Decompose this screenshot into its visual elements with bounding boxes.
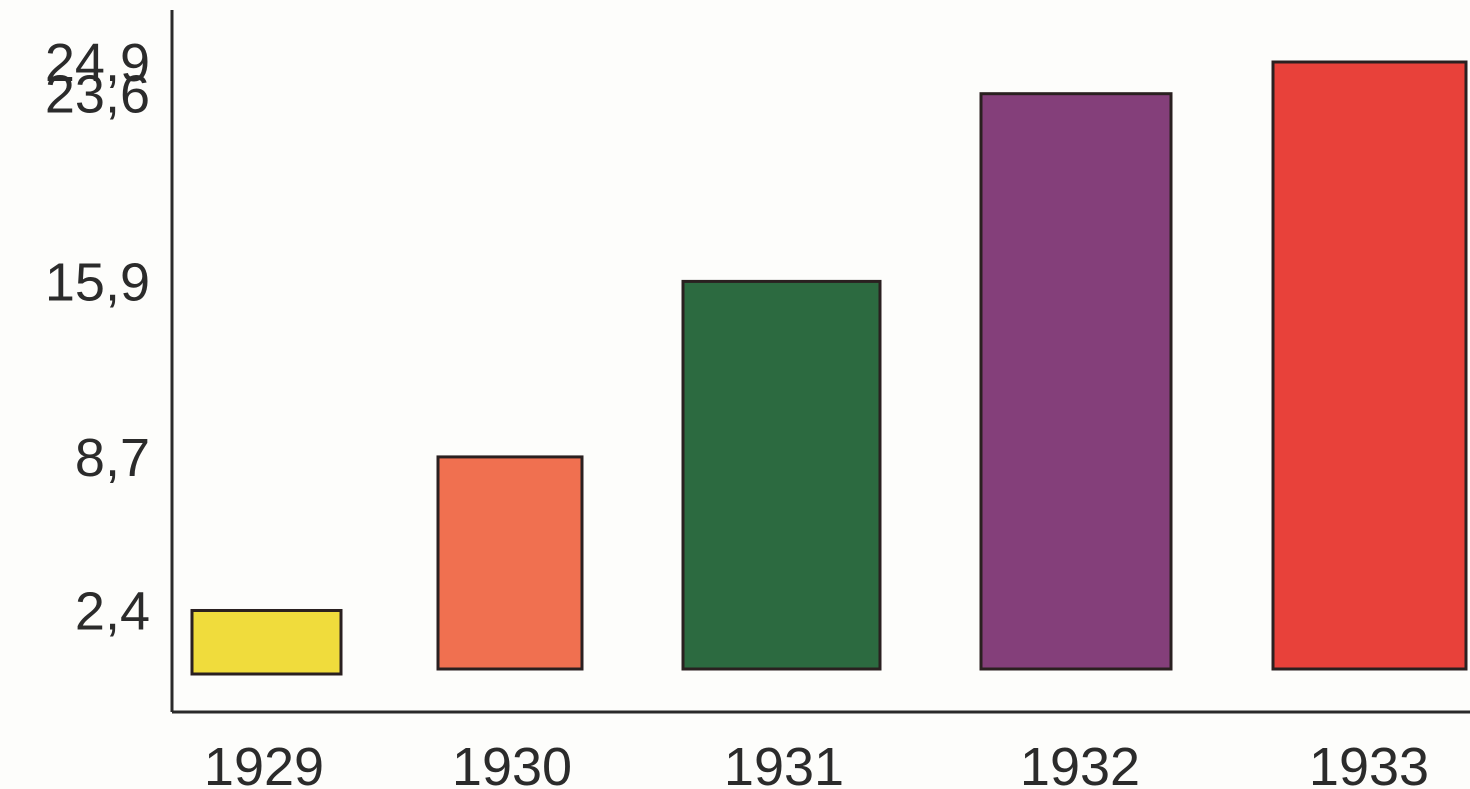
bar-1932 xyxy=(979,92,1173,671)
y-tick-label: 15,9 xyxy=(45,252,150,312)
x-tick-label: 1932 xyxy=(1020,737,1140,789)
y-tick-label: 23,6 xyxy=(45,65,150,125)
x-tick-label: 1930 xyxy=(452,737,572,789)
bar-1933 xyxy=(1271,60,1468,671)
y-tick-labels: 2,4 8,7 15,9 23,624,9 xyxy=(45,33,150,641)
x-tick-label: 1929 xyxy=(204,737,324,789)
bar-1929 xyxy=(190,608,343,676)
x-tick-label: 1933 xyxy=(1309,737,1429,789)
x-tick-labels: 1929 1930 1931 1932 1933 xyxy=(204,737,1429,789)
bar-1930 xyxy=(436,455,584,671)
y-tick-label: 2,4 xyxy=(75,581,150,641)
y-tick-label: 8,7 xyxy=(75,428,150,488)
bar-1931 xyxy=(681,279,882,671)
x-tick-label: 1931 xyxy=(724,737,844,789)
y-tick-label: 24,9 xyxy=(45,33,150,93)
axes-layer xyxy=(170,10,1470,714)
bars-layer xyxy=(190,60,1468,676)
